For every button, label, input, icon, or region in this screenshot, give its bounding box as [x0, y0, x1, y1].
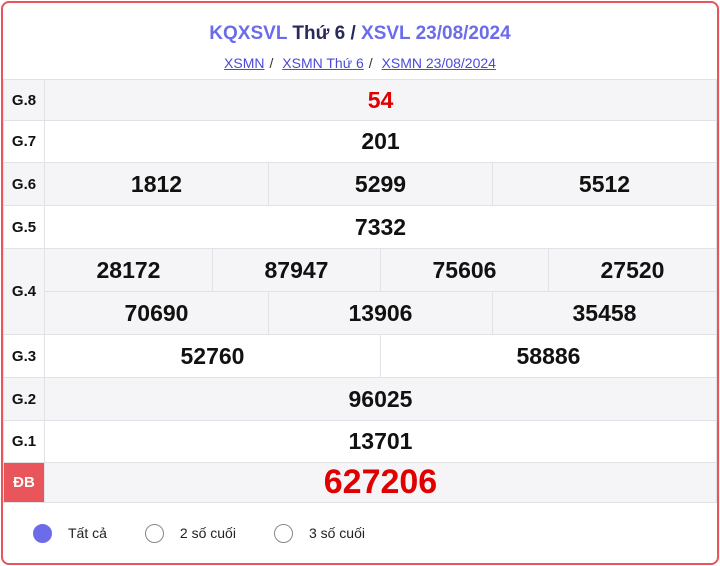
radio-selected-icon[interactable]	[33, 523, 52, 543]
row-g2: G.2 96025	[3, 377, 717, 421]
breadcrumb-xsmn-date[interactable]: XSMN 23/08/2024	[381, 55, 496, 71]
filter-all[interactable]: Tất cả	[33, 523, 107, 543]
results-table: G.8 54 G.7 201 G.6 1812 5299 5512 G.5 7332 G.4…	[3, 79, 717, 503]
special-prize-badge: ĐB	[3, 462, 45, 503]
radio-icon[interactable]	[144, 523, 164, 543]
page-title: KQXSVL Thứ 6 / XSVL 23/08/2024	[209, 23, 511, 44]
breadcrumb-xsmn[interactable]: XSMN	[224, 55, 265, 71]
row-g4: G.4 28172 87947 75606 27520	[3, 248, 717, 335]
row-db: ĐB 627206	[3, 462, 717, 503]
row-g5: G.5 7332	[3, 205, 717, 249]
filter-last-3[interactable]: 3 số cuối	[273, 523, 365, 543]
row-g6: G.6 1812 5299 5512	[3, 162, 717, 206]
row-g3: G.3 52760 58886	[3, 334, 717, 378]
row-g8: G.8 54	[3, 79, 717, 121]
radio-icon[interactable]	[273, 523, 293, 543]
header: KQXSVL Thứ 6 / XSVL 23/08/2024 XSMN / XSM…	[3, 3, 717, 79]
filter-last-2[interactable]: 2 số cuối	[144, 523, 236, 543]
row-g7: G.7 201	[3, 120, 717, 163]
row-g4b: 70690 13906 35458	[4, 291, 717, 335]
breadcrumb: XSMN / XSMN Thứ 6/ XSMN 23/08/2024	[224, 55, 496, 71]
breadcrumb-xsmn-thu6[interactable]: XSMN Thứ 6	[282, 55, 364, 71]
row-g1: G.1 13701	[3, 420, 717, 463]
digit-filter: Tất cả 2 số cuối 3 số cuối	[3, 503, 717, 563]
